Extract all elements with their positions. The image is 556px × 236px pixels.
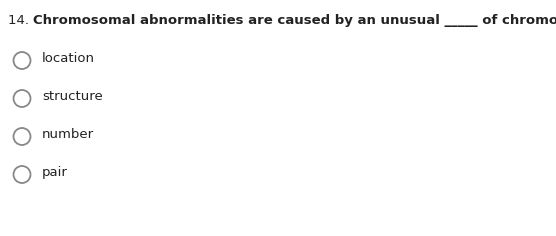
Text: structure: structure xyxy=(42,90,103,103)
Text: 14.: 14. xyxy=(8,14,33,27)
Text: location: location xyxy=(42,52,95,65)
Text: number: number xyxy=(42,128,94,141)
Text: Chromosomal abnormalities are caused by an unusual _____ of chromosomes a person: Chromosomal abnormalities are caused by … xyxy=(33,14,556,27)
Text: pair: pair xyxy=(42,166,68,179)
